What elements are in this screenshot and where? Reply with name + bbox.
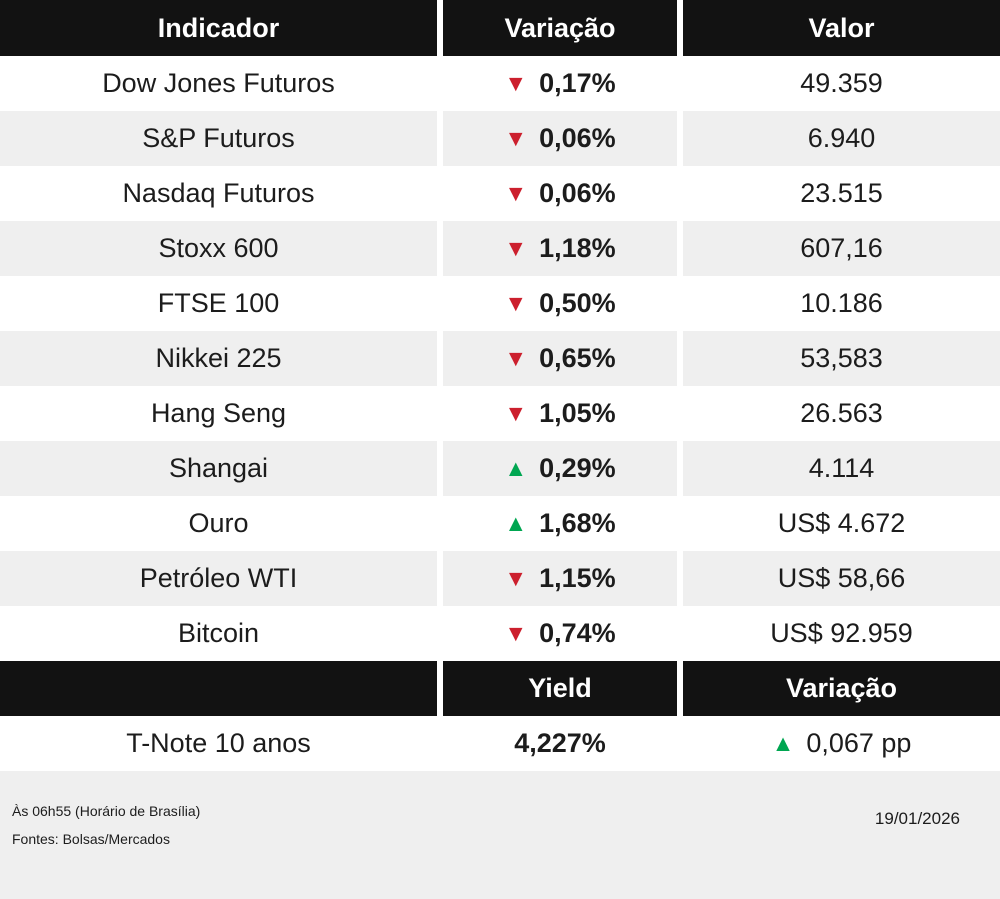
- value-cell: 53,583: [683, 331, 1000, 386]
- footer-time-note: Às 06h55 (Horário de Brasília): [12, 803, 201, 819]
- tnote-yield-cell: 4,227%: [443, 716, 677, 771]
- variation-value: 0,06%: [539, 178, 616, 208]
- value-cell: 49.359: [683, 56, 1000, 111]
- down-arrow-icon: ▼: [504, 290, 528, 316]
- yield-header-row: Yield Variação: [0, 661, 1000, 716]
- down-arrow-icon: ▼: [504, 345, 528, 371]
- variation-cell: ▲ 0,29%: [443, 441, 677, 496]
- table-row: Shangai ▲ 0,29% 4.114: [0, 441, 1000, 496]
- table-footer: Às 06h55 (Horário de Brasília) Fontes: B…: [0, 771, 1000, 899]
- table-row: FTSE 100 ▼ 0,50% 10.186: [0, 276, 1000, 331]
- indicator-cell: FTSE 100: [0, 276, 437, 331]
- table-row: Stoxx 600 ▼ 1,18% 607,16: [0, 221, 1000, 276]
- down-arrow-icon: ▼: [504, 180, 528, 206]
- indicator-cell: Hang Seng: [0, 386, 437, 441]
- value-cell: US$ 92.959: [683, 606, 1000, 661]
- tnote-row: T-Note 10 anos 4,227% ▲ 0,067 pp: [0, 716, 1000, 771]
- value-cell: 607,16: [683, 221, 1000, 276]
- indicator-cell: Dow Jones Futuros: [0, 56, 437, 111]
- variation-cell: ▼ 0,06%: [443, 166, 677, 221]
- down-arrow-icon: ▼: [504, 620, 528, 646]
- variation-value: 1,05%: [539, 398, 616, 428]
- variation-value: 1,18%: [539, 233, 616, 263]
- variation-cell: ▼ 1,18%: [443, 221, 677, 276]
- table-row: Nikkei 225 ▼ 0,65% 53,583: [0, 331, 1000, 386]
- value-cell: 10.186: [683, 276, 1000, 331]
- yield-header-empty: [0, 661, 437, 716]
- variation-value: 0,06%: [539, 123, 616, 153]
- footer-sources: Fontes: Bolsas/Mercados: [12, 831, 170, 847]
- variation-cell: ▼ 0,06%: [443, 111, 677, 166]
- variation-value: 0,74%: [539, 618, 616, 648]
- table-row: Nasdaq Futuros ▼ 0,06% 23.515: [0, 166, 1000, 221]
- value-cell: 26.563: [683, 386, 1000, 441]
- yield-header-yield: Yield: [443, 661, 677, 716]
- value-cell: 6.940: [683, 111, 1000, 166]
- table-header-row: Indicador Variação Valor: [0, 0, 1000, 56]
- header-indicador: Indicador: [0, 0, 437, 56]
- table-row: Bitcoin ▼ 0,74% US$ 92.959: [0, 606, 1000, 661]
- value-cell: 4.114: [683, 441, 1000, 496]
- header-variacao: Variação: [443, 0, 677, 56]
- down-arrow-icon: ▼: [504, 235, 528, 261]
- variation-cell: ▲ 1,68%: [443, 496, 677, 551]
- table-row: Hang Seng ▼ 1,05% 26.563: [0, 386, 1000, 441]
- variation-cell: ▼ 0,74%: [443, 606, 677, 661]
- variation-value: 0,29%: [539, 453, 616, 483]
- indicator-cell: Petróleo WTI: [0, 551, 437, 606]
- variation-value: 0,17%: [539, 68, 616, 98]
- tnote-yield-value: 4,227%: [514, 728, 606, 758]
- footer-notes: Às 06h55 (Horário de Brasília) Fontes: B…: [12, 797, 200, 853]
- indicator-cell: Nasdaq Futuros: [0, 166, 437, 221]
- table-row: Petróleo WTI ▼ 1,15% US$ 58,66: [0, 551, 1000, 606]
- variation-cell: ▼ 1,05%: [443, 386, 677, 441]
- indicator-cell: Bitcoin: [0, 606, 437, 661]
- variation-cell: ▼ 1,15%: [443, 551, 677, 606]
- indicator-cell: S&P Futuros: [0, 111, 437, 166]
- variation-value: 1,15%: [539, 563, 616, 593]
- footer-date: 19/01/2026: [874, 809, 960, 828]
- down-arrow-icon: ▼: [504, 70, 528, 96]
- yield-header-variacao: Variação: [683, 661, 1000, 716]
- indicator-cell: Ouro: [0, 496, 437, 551]
- variation-value: 0,50%: [539, 288, 616, 318]
- down-arrow-icon: ▼: [504, 565, 528, 591]
- tnote-variation-cell: ▲ 0,067 pp: [683, 716, 1000, 771]
- down-arrow-icon: ▼: [504, 400, 528, 426]
- variation-cell: ▼ 0,65%: [443, 331, 677, 386]
- table-row: S&P Futuros ▼ 0,06% 6.940: [0, 111, 1000, 166]
- up-arrow-icon: ▲: [771, 730, 795, 756]
- header-valor: Valor: [683, 0, 1000, 56]
- value-cell: US$ 4.672: [683, 496, 1000, 551]
- variation-value: 0,65%: [539, 343, 616, 373]
- tnote-indicator-cell: T-Note 10 anos: [0, 716, 437, 771]
- up-arrow-icon: ▲: [504, 510, 528, 536]
- value-cell: 23.515: [683, 166, 1000, 221]
- table-row: Ouro ▲ 1,68% US$ 4.672: [0, 496, 1000, 551]
- indicator-cell: Nikkei 225: [0, 331, 437, 386]
- indicator-cell: Stoxx 600: [0, 221, 437, 276]
- value-cell: US$ 58,66: [683, 551, 1000, 606]
- table-body: Dow Jones Futuros ▼ 0,17% 49.359 S&P Futuros…: [0, 56, 1000, 661]
- tnote-variation-value: 0,067 pp: [806, 728, 912, 758]
- indicator-cell: Shangai: [0, 441, 437, 496]
- variation-cell: ▼ 0,50%: [443, 276, 677, 331]
- up-arrow-icon: ▲: [504, 455, 528, 481]
- variation-cell: ▼ 0,17%: [443, 56, 677, 111]
- variation-value: 1,68%: [539, 508, 616, 538]
- down-arrow-icon: ▼: [504, 125, 528, 151]
- table-row: Dow Jones Futuros ▼ 0,17% 49.359: [0, 56, 1000, 111]
